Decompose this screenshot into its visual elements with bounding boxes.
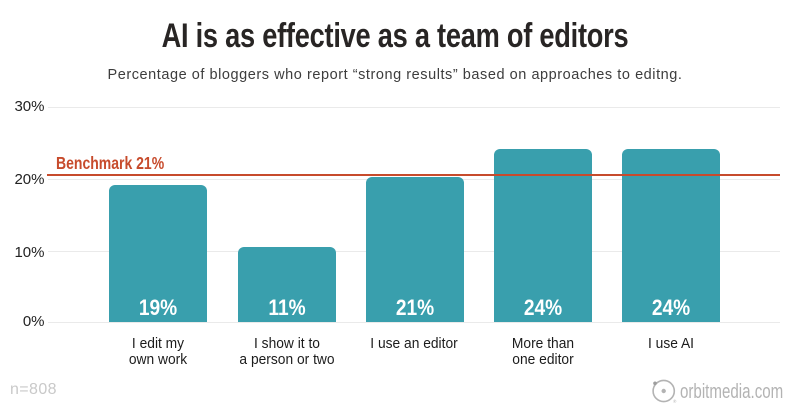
svg-text:®: ® [673, 398, 677, 404]
